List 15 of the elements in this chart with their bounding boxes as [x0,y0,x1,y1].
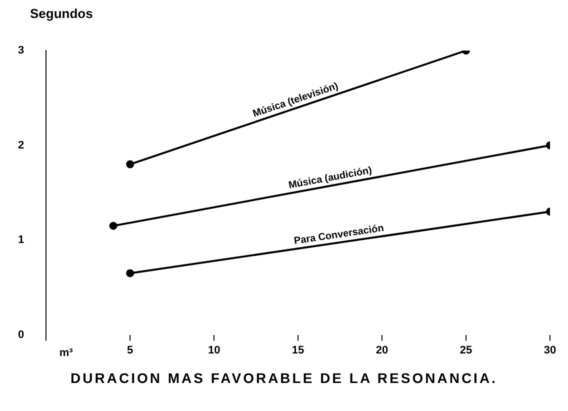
point [126,160,134,168]
x-tick-label: 25 [460,344,472,356]
text: DURACION MAS FAVORABLE DE LA RESONANCIA. [70,370,498,386]
x-tick-label: 30 [544,344,556,356]
y-tick-label: 1 [18,234,24,246]
y-axis-title: Segundos [30,6,93,21]
y-tick-label: 2 [18,139,24,152]
y-tick-label: 3 [18,44,24,57]
x-tick-label: 20 [376,344,388,356]
x-axis-title: m³ [59,347,74,359]
x-tick-label: 15 [292,344,304,356]
y-tick-label: 0 [18,328,24,341]
x-tick-label: 5 [127,344,134,356]
x-tick-label: 10 [208,344,220,356]
text: Para Conversación [293,223,385,248]
